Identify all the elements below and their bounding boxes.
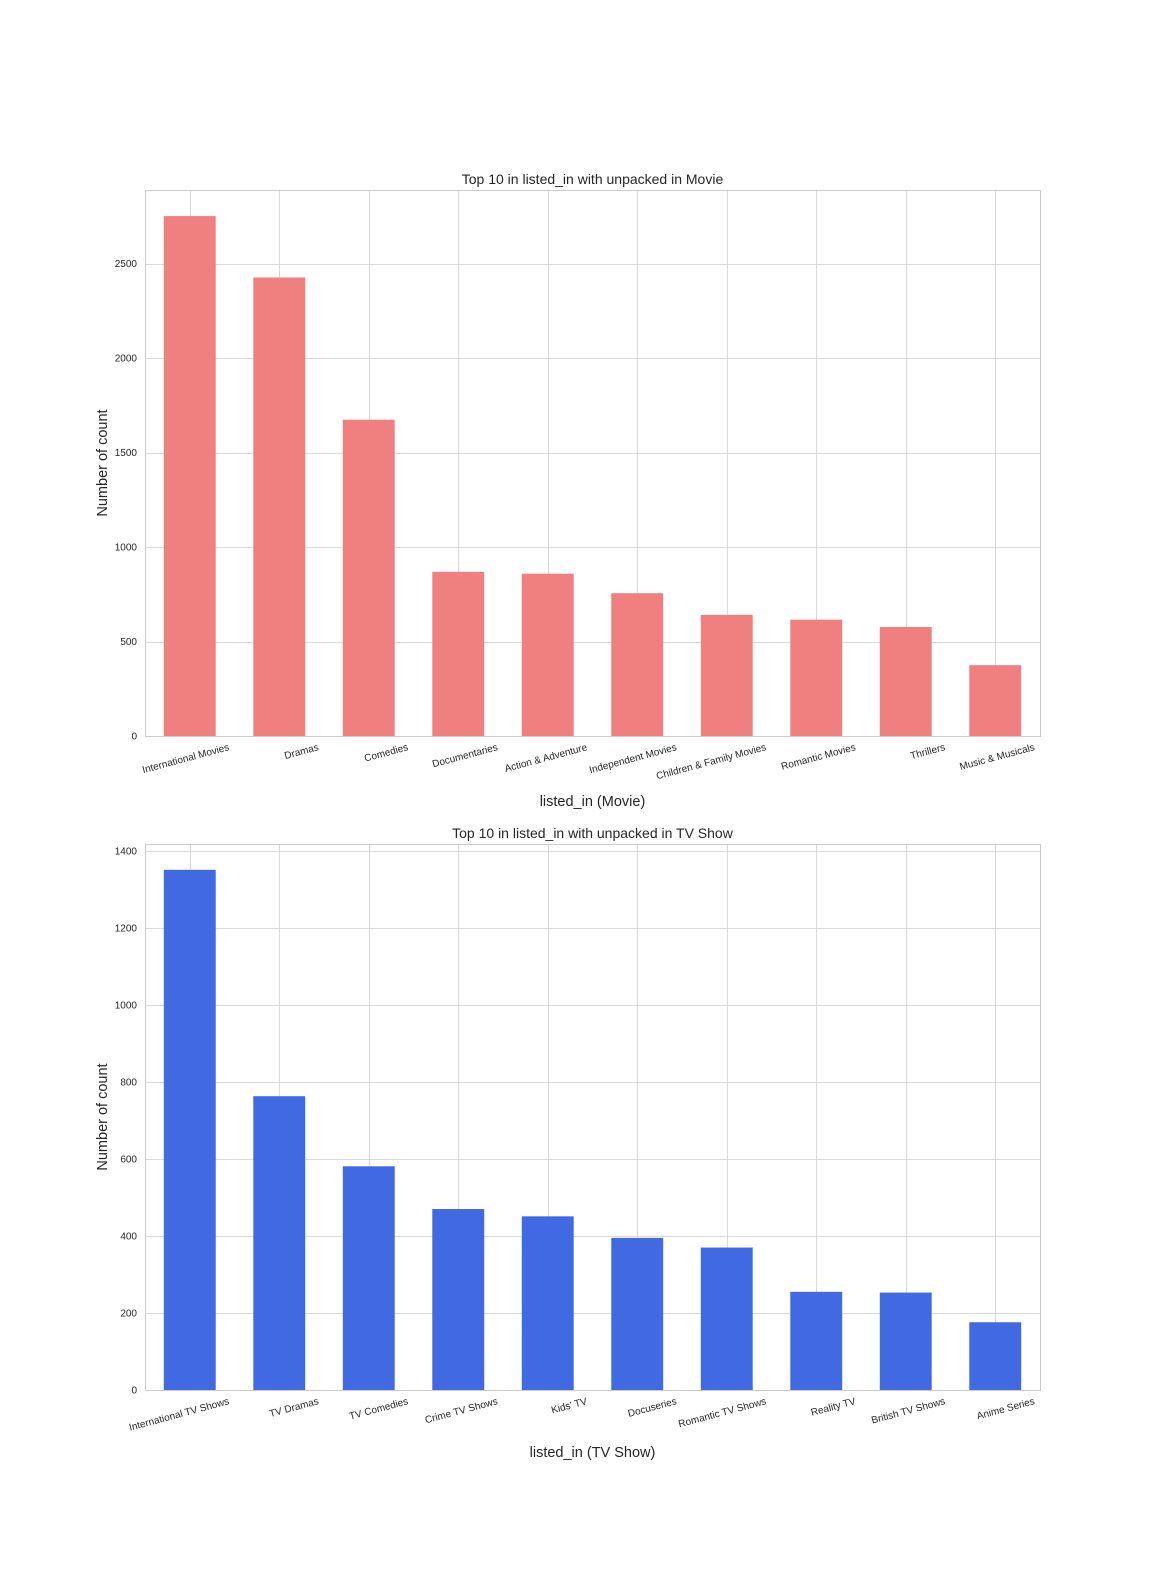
y-tick-label: 400 xyxy=(120,1231,137,1242)
movie-chart: 0 500 1000 1500 2000 2500 International Movies… xyxy=(95,171,1041,810)
bar xyxy=(342,1166,395,1390)
chart-title: Top 10 in listed_in with unpacked in Mov… xyxy=(462,171,724,187)
x-tick-label: International Movies xyxy=(141,742,230,776)
y-tick-label: 1400 xyxy=(115,846,138,857)
x-axis-label: listed_in (Movie) xyxy=(540,794,646,810)
bar xyxy=(432,1209,485,1390)
x-tick-label: Crime TV Shows xyxy=(424,1396,499,1426)
x-tick-label: Romantic Movies xyxy=(780,742,857,772)
x-tick-label: TV Comedies xyxy=(348,1396,409,1422)
y-tick-label: 1200 xyxy=(115,923,138,934)
y-tick-label: 200 xyxy=(120,1308,137,1319)
bar xyxy=(969,665,1022,736)
y-tick-label: 500 xyxy=(120,637,137,648)
plot-frame xyxy=(145,844,1041,1391)
bar xyxy=(611,593,664,736)
x-tick-label: Music & Musicals xyxy=(959,742,1036,773)
y-tick-label: 800 xyxy=(120,1077,137,1088)
y-tick-label: 0 xyxy=(131,732,137,743)
tv-show-chart: 0 200 400 600 800 1000 1200 1400 International T… xyxy=(95,825,1041,1461)
bar xyxy=(521,573,574,736)
x-axis-label: listed_in (TV Show) xyxy=(530,1445,656,1461)
x-tick-label: Dramas xyxy=(283,742,320,762)
x-tick-label: Docuseries xyxy=(627,1396,678,1420)
y-axis-label: Number of count xyxy=(95,1063,111,1170)
y-axis-label: Number of count xyxy=(95,409,111,516)
x-tick-label: Documentaries xyxy=(431,742,499,770)
y-tick-label: 1000 xyxy=(115,1000,138,1011)
x-tick-label: Anime Series xyxy=(976,1396,1036,1422)
y-tick-label: 2000 xyxy=(115,354,138,365)
x-tick-label: International TV Shows xyxy=(128,1396,231,1433)
bar xyxy=(253,1096,306,1390)
y-tick-label: 2500 xyxy=(115,259,138,270)
x-tick-label: Reality TV xyxy=(810,1396,858,1419)
bar xyxy=(700,614,753,736)
plot-frame xyxy=(145,190,1041,737)
x-tick-label: Comedies xyxy=(363,742,409,764)
y-tick-label: 0 xyxy=(131,1386,137,1397)
bar xyxy=(432,571,485,736)
bar xyxy=(879,1292,932,1390)
x-tick-label: TV Dramas xyxy=(268,1396,320,1420)
bar xyxy=(342,419,395,736)
x-tick-label: Romantic TV Shows xyxy=(677,1396,767,1430)
y-tick-label: 600 xyxy=(120,1154,137,1165)
bar xyxy=(879,626,932,736)
bar xyxy=(253,277,306,736)
x-tick-label: Thrillers xyxy=(909,742,946,762)
bar xyxy=(521,1216,574,1390)
bar xyxy=(790,1291,843,1390)
x-tick-label: Action & Adventure xyxy=(504,742,589,775)
y-tick-label: 1000 xyxy=(115,543,138,554)
bar xyxy=(700,1247,753,1390)
x-tick-label: British TV Shows xyxy=(870,1396,946,1426)
y-tick-label: 1500 xyxy=(115,448,138,459)
bar xyxy=(611,1237,664,1390)
x-tick-label: Kids' TV xyxy=(550,1396,589,1416)
bar xyxy=(790,619,843,736)
chart-title: Top 10 in listed_in with unpacked in TV … xyxy=(452,825,734,841)
bar xyxy=(969,1322,1022,1390)
bar xyxy=(163,216,216,736)
bar xyxy=(163,869,216,1390)
